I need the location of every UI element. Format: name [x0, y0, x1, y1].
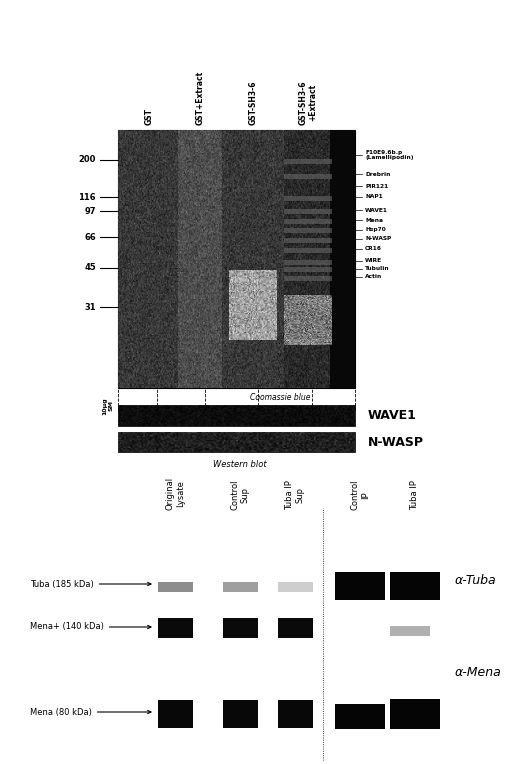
- Text: 97: 97: [85, 206, 96, 215]
- Bar: [284, 339, 332, 344]
- Bar: [284, 159, 332, 164]
- Bar: [223, 582, 257, 591]
- Bar: [335, 704, 385, 730]
- Text: Tuba IP
Sup: Tuba IP Sup: [285, 480, 305, 510]
- Bar: [335, 572, 385, 600]
- Text: 45: 45: [84, 264, 96, 273]
- Bar: [278, 582, 312, 591]
- Text: N-WASP: N-WASP: [368, 435, 424, 448]
- Text: Original
Lysate: Original Lysate: [165, 477, 185, 510]
- Text: Western blot: Western blot: [213, 460, 267, 469]
- Bar: [157, 618, 193, 638]
- Text: 10µg
SM: 10µg SM: [103, 397, 113, 415]
- Bar: [284, 248, 332, 253]
- Bar: [390, 626, 430, 636]
- Text: Tubulin: Tubulin: [365, 267, 390, 271]
- Bar: [284, 299, 332, 304]
- Text: WAVE1: WAVE1: [368, 409, 417, 422]
- Text: GST-SH3-6: GST-SH3-6: [249, 80, 257, 125]
- Bar: [278, 618, 312, 638]
- Text: Mena+ (140 kDa): Mena+ (140 kDa): [30, 623, 151, 632]
- Text: α-Tuba: α-Tuba: [455, 574, 497, 587]
- Bar: [284, 219, 332, 224]
- Text: 116: 116: [78, 193, 96, 202]
- Text: Mena (80 kDa): Mena (80 kDa): [30, 707, 151, 717]
- Bar: [284, 196, 332, 201]
- Text: Tuba IP: Tuba IP: [411, 480, 419, 510]
- Text: Actin: Actin: [365, 274, 383, 280]
- Bar: [284, 267, 332, 272]
- Text: PIR121: PIR121: [365, 183, 388, 189]
- Text: 66: 66: [84, 232, 96, 241]
- Bar: [157, 700, 193, 728]
- Text: GST: GST: [144, 108, 154, 125]
- Bar: [118, 130, 355, 388]
- Text: WAVE1: WAVE1: [365, 208, 388, 212]
- Bar: [157, 582, 193, 591]
- Text: Control
Sup: Control Sup: [230, 480, 250, 510]
- Text: WIRE: WIRE: [365, 258, 382, 264]
- Bar: [223, 700, 257, 728]
- Text: Drebrin: Drebrin: [365, 171, 390, 176]
- Bar: [330, 130, 355, 388]
- Text: Tuba (185 kDa): Tuba (185 kDa): [30, 580, 151, 588]
- Text: Mena: Mena: [365, 218, 383, 222]
- Text: N-WASP: N-WASP: [365, 237, 391, 241]
- Bar: [284, 228, 332, 233]
- Bar: [223, 618, 257, 638]
- Text: F10E9.6b.p
(Lamellipodin): F10E9.6b.p (Lamellipodin): [365, 150, 414, 160]
- Bar: [284, 238, 332, 243]
- Text: GST+Extract: GST+Extract: [196, 71, 204, 125]
- Text: Control
IP: Control IP: [350, 480, 370, 510]
- Text: NAP1: NAP1: [365, 195, 383, 199]
- Bar: [284, 209, 332, 214]
- Bar: [284, 174, 332, 179]
- Bar: [390, 698, 440, 730]
- Text: Hsp70: Hsp70: [365, 228, 386, 232]
- Bar: [118, 432, 355, 452]
- Bar: [278, 700, 312, 728]
- Bar: [390, 572, 440, 600]
- Text: GST-SH3-6
+Extract: GST-SH3-6 +Extract: [298, 80, 318, 125]
- Bar: [118, 405, 355, 426]
- Text: 31: 31: [85, 303, 96, 312]
- Text: α-Mena: α-Mena: [455, 665, 502, 678]
- Text: 200: 200: [78, 156, 96, 164]
- Bar: [284, 260, 332, 265]
- Text: Coomassie blue: Coomassie blue: [250, 393, 310, 402]
- Bar: [284, 276, 332, 281]
- Text: CR16: CR16: [365, 247, 382, 251]
